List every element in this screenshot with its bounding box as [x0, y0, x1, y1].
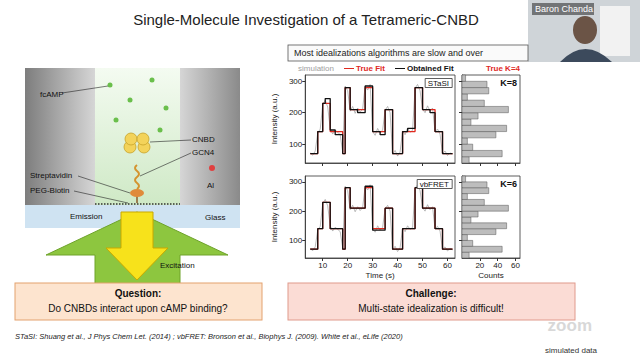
svg-text:Intensity (a.u.): Intensity (a.u.) [270, 191, 279, 242]
svg-text:Most idealizations algorithms: Most idealizations algorithms are slow a… [294, 48, 483, 58]
svg-text:100: 100 [289, 140, 303, 149]
svg-text:Single-Molecule Investigation: Single-Molecule Investigation of a Tetra… [133, 11, 479, 28]
svg-text:20: 20 [343, 261, 352, 270]
svg-text:40: 40 [493, 261, 502, 270]
svg-text:Do CNBDs interact upon cAMP bi: Do CNBDs interact upon cAMP binding? [48, 303, 228, 314]
svg-text:50: 50 [418, 261, 427, 270]
svg-text:K=6: K=6 [500, 179, 517, 189]
svg-text:Time (s): Time (s) [366, 271, 395, 280]
svg-text:100: 100 [289, 236, 303, 245]
svg-text:20: 20 [475, 261, 484, 270]
html-text:True Fit: True Fit [356, 64, 385, 73]
svg-text:CNBD: CNBD [192, 135, 215, 144]
svg-text:simulated data: simulated data [545, 346, 598, 355]
svg-text:10: 10 [318, 261, 327, 270]
svg-text:60: 60 [443, 261, 452, 270]
svg-text:Excitation: Excitation [160, 261, 195, 270]
svg-text:200: 200 [289, 108, 303, 117]
svg-text:K=8: K=8 [500, 78, 517, 88]
svg-text:Question:: Question: [115, 288, 162, 299]
svg-text:60: 60 [511, 261, 520, 270]
svg-text:Baron Chanda: Baron Chanda [535, 4, 593, 14]
svg-text:STaSI: STaSI [428, 79, 449, 88]
svg-text:vbFRET: vbFRET [420, 180, 449, 189]
svg-text:fcAMP: fcAMP [40, 90, 64, 99]
svg-text:30: 30 [368, 261, 377, 270]
svg-text:Intensity (a.u.): Intensity (a.u.) [270, 93, 279, 144]
svg-text:GCN4: GCN4 [192, 148, 215, 157]
svg-text:300: 300 [289, 77, 303, 86]
svg-text:zoom: zoom [548, 316, 592, 335]
svg-text:300: 300 [289, 177, 303, 186]
svg-text:Challenge:: Challenge: [405, 288, 456, 299]
svg-text:200: 200 [289, 207, 303, 216]
html-text:True K=4: True K=4 [486, 64, 520, 73]
html-text:simulation: simulation [298, 64, 334, 73]
html-text:Obtained Fit: Obtained Fit [406, 64, 454, 73]
svg-text:Multi-state idealization is di: Multi-state idealization is difficult! [358, 303, 503, 314]
svg-text:Streptavidin: Streptavidin [30, 171, 72, 180]
svg-text:PEG-Biotin: PEG-Biotin [30, 186, 70, 195]
svg-text:Al: Al [207, 181, 214, 190]
svg-text:Counts: Counts [478, 271, 503, 280]
svg-text:40: 40 [393, 261, 402, 270]
svg-text:Glass: Glass [205, 213, 225, 222]
svg-text:STaSI: Shuang et al., J Phys C: STaSI: Shuang et al., J Phys Chem Let. (… [15, 332, 403, 341]
svg-text:Emission: Emission [70, 212, 102, 221]
